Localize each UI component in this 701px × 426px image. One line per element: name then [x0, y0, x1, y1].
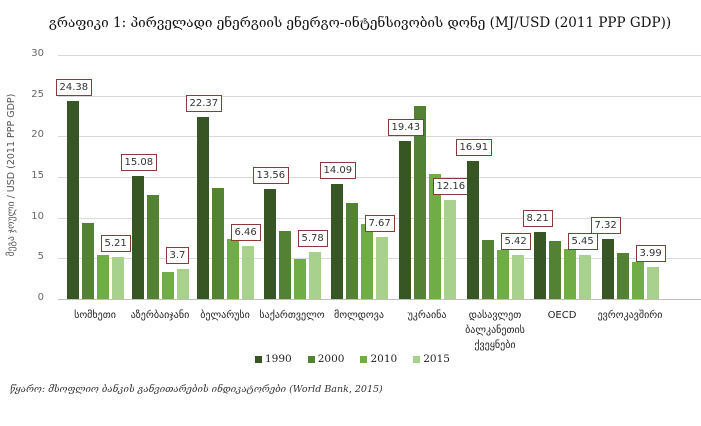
- bar-2000: [413, 106, 426, 299]
- bar-1990: [131, 176, 144, 299]
- data-label: 22.37: [185, 95, 223, 113]
- data-label: 5.42: [500, 232, 531, 250]
- bar-2010: [563, 249, 576, 299]
- bar-2000: [345, 203, 358, 299]
- legend-label: 1990: [265, 353, 292, 365]
- y-tick-label: 5: [37, 251, 44, 263]
- legend-swatch-icon: [413, 355, 421, 363]
- data-label: 8.21: [522, 210, 553, 228]
- bar-2015: [375, 236, 388, 299]
- source-note: წყარო: მსოფლიო ბანკის განვითარების ინდიკ…: [10, 384, 383, 395]
- legend-item: 2010: [360, 353, 397, 365]
- legend-swatch-icon: [255, 355, 262, 363]
- data-label: 14.09: [319, 162, 357, 180]
- gridline: [58, 136, 701, 138]
- bar-2010: [226, 238, 239, 299]
- bar-1990: [263, 188, 276, 299]
- gridline: [58, 95, 701, 97]
- bar-2010: [428, 173, 441, 299]
- gridline: [58, 55, 701, 56]
- y-tick-label: 25: [31, 88, 44, 100]
- chart-title: გრაფიკი 1: პირველადი ენერგიის ენერგო-ინტ…: [48, 15, 672, 31]
- legend-swatch-icon: [360, 355, 368, 363]
- bar-2010: [96, 255, 109, 299]
- bar-2000: [548, 241, 561, 299]
- data-label: 5.45: [567, 232, 598, 250]
- y-tick-label: 10: [31, 210, 44, 222]
- bar-1990: [466, 161, 479, 299]
- bar-2015: [308, 251, 321, 299]
- bar-2000: [481, 239, 494, 299]
- y-tick-label: 15: [31, 170, 44, 181]
- gridline: [58, 177, 701, 178]
- data-label: 7.32: [590, 217, 621, 235]
- bar-2015: [578, 254, 591, 299]
- bar-2015: [646, 266, 659, 299]
- data-label: 12.16: [432, 178, 470, 196]
- data-label: 3.7: [165, 246, 190, 264]
- legend: 1990 2000 2010 2015: [255, 353, 450, 365]
- bar-1990: [66, 100, 79, 299]
- bar-2000: [616, 253, 629, 299]
- bar-2010: [496, 249, 509, 299]
- category-label: ბელარუსი: [200, 310, 250, 321]
- bar-2000: [146, 195, 159, 299]
- bar-1990: [196, 117, 209, 299]
- legend-label: 2010: [370, 353, 398, 365]
- bar-2000: [211, 187, 224, 299]
- legend-label: 2000: [317, 353, 345, 365]
- legend-item: 2000: [307, 353, 345, 365]
- bar-2010: [631, 261, 644, 299]
- data-label: 24.38: [55, 78, 93, 96]
- legend-item: 2015: [413, 353, 450, 365]
- y-tick-label: 20: [31, 129, 44, 141]
- category-label: OECD: [547, 310, 577, 321]
- bar-1990: [398, 140, 411, 299]
- category-label: საქართველო: [259, 310, 325, 321]
- bar-2000: [81, 222, 94, 299]
- category-label: ევროკავშირი: [597, 310, 663, 321]
- legend-swatch-icon: [307, 355, 315, 363]
- data-label: 7.67: [364, 214, 395, 232]
- data-label: 3.99: [635, 244, 666, 262]
- legend-item: 1990: [255, 353, 292, 365]
- bar-2015: [511, 254, 524, 299]
- data-label: 6.46: [230, 224, 261, 242]
- bar-2010: [293, 258, 306, 299]
- y-tick-label: 30: [31, 48, 44, 59]
- category-label: დასავლეთ ბალკანეთის ქვეყნები: [465, 310, 525, 351]
- bar-1990: [601, 239, 614, 299]
- bar-1990: [533, 232, 546, 299]
- bar-2015: [111, 256, 124, 299]
- category-label: სომხეთი: [74, 310, 116, 321]
- data-label: 15.08: [120, 154, 158, 172]
- category-label: აზერბაიჯანი: [130, 310, 190, 321]
- data-label: 19.43: [387, 118, 425, 136]
- bar-2015: [241, 246, 254, 299]
- data-label: 13.56: [252, 166, 290, 184]
- bar-2000: [278, 231, 291, 299]
- bar-2010: [161, 272, 174, 299]
- category-label: მოლდოვა: [334, 310, 384, 321]
- gridline: [58, 299, 701, 300]
- legend-label: 2015: [423, 353, 450, 365]
- data-label: 5.21: [100, 234, 131, 252]
- bar-2010: [360, 224, 373, 299]
- bar-1990: [330, 184, 343, 299]
- data-label: 5.78: [297, 229, 328, 247]
- bar-2015: [176, 268, 189, 299]
- y-tick-label: 0: [37, 292, 44, 303]
- y-axis-label: მეგა ჯოული / USD (2011 PPP GDP): [6, 93, 17, 257]
- category-label: უკრაინა: [407, 310, 447, 321]
- bar-2015: [443, 200, 456, 299]
- data-label: 16.91: [455, 139, 493, 157]
